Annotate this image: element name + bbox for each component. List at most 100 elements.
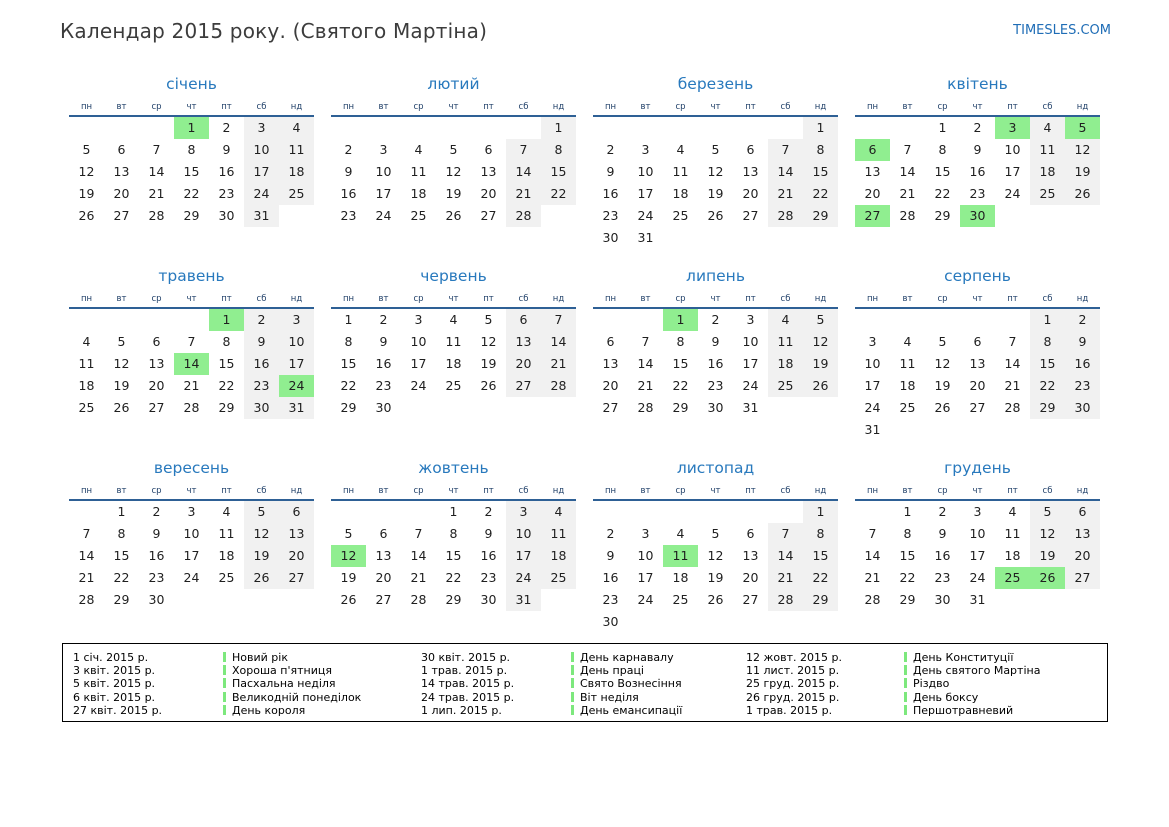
brand-link[interactable]: TIMESLES.COM (1013, 23, 1111, 38)
holiday-marker-icon (904, 704, 907, 715)
weekday-label: пт (221, 486, 232, 496)
day-cell: 9 (152, 526, 161, 541)
day-cell: 20 (969, 378, 986, 393)
empty-cell (855, 309, 890, 331)
legend-holiday-label: Різдво (913, 677, 950, 691)
day-cell: 20 (864, 186, 881, 201)
weekday-label: пн (604, 294, 617, 304)
day-cell: 26 (244, 567, 279, 589)
day-cell: 21 (768, 183, 803, 205)
legend-date: 25 груд. 2015 р. (746, 677, 840, 691)
day-cell: 23 (218, 186, 235, 201)
day-cell: 15 (340, 356, 357, 371)
weekday-label: вт (116, 486, 127, 496)
day-cell: 10 (279, 331, 314, 353)
day-cell: 5 (711, 142, 720, 157)
day-cell: 30 (218, 208, 235, 223)
day-cell: 8 (1030, 331, 1065, 353)
day-cell: 16 (375, 356, 392, 371)
weekday-label: нд (290, 102, 303, 112)
day-cell: 21 (183, 378, 200, 393)
day-cell: 17 (864, 378, 881, 393)
month-2: лютий пн вт ср чт пт сб нд 1 2 3 4 5 6 7 8 9 10 11 12 13 14 15… (331, 75, 576, 227)
day-cell: 4 (541, 501, 576, 523)
month-10: жовтень пн вт ср чт пт сб нд 1 2 3 4 5 6 7 8 9 10 11 12 13 14… (331, 459, 576, 611)
day-cell: 3 (279, 309, 314, 331)
day-cell: 3 (746, 312, 755, 327)
empty-cell (69, 117, 104, 139)
week-row: 24 25 26 27 28 29 30 (855, 397, 1100, 419)
day-cell: 31 (864, 422, 881, 437)
day-cell: 3 (187, 504, 196, 519)
empty-cell (663, 227, 698, 249)
day-cell: 14 (1004, 356, 1021, 371)
day-cell: 23 (480, 570, 497, 585)
week-row: 23 24 25 26 27 28 29 (593, 205, 838, 227)
week-row: 1 (593, 117, 838, 139)
weekday-label: ср (413, 294, 424, 304)
weekday-label: сб (780, 102, 791, 112)
month-title: листопад (676, 459, 755, 477)
day-cell: 1 (1030, 309, 1065, 331)
weekday-label: пт (221, 102, 232, 112)
day-cell: 5 (1065, 117, 1100, 139)
day-cell: 12 (244, 523, 279, 545)
day-cell: 9 (973, 142, 982, 157)
week-row: 26 27 28 29 30 31 (69, 205, 314, 227)
day-cell: 27 (279, 567, 314, 589)
day-cell: 28 (1004, 400, 1021, 415)
day-cell: 13 (506, 331, 541, 353)
day-cell: 19 (1030, 545, 1065, 567)
week-row: 13 14 15 16 17 18 19 (593, 353, 838, 375)
legend-holiday-name: День боксу (904, 691, 1107, 704)
day-cell: 29 (445, 592, 462, 607)
day-cell: 19 (480, 356, 497, 371)
weekday-header-row: пн вт ср чт пт сб нд (331, 486, 576, 501)
holiday-marker-icon (904, 652, 907, 662)
day-cell: 18 (768, 353, 803, 375)
day-cell: 1 (541, 117, 576, 139)
day-cell: 3 (506, 501, 541, 523)
weekday-label: ср (151, 294, 162, 304)
day-cell: 4 (903, 334, 912, 349)
day-cell: 29 (113, 592, 130, 607)
weekday-label: пт (745, 102, 756, 112)
legend-holiday-name: Пасхальна неділя (223, 677, 421, 690)
day-cell: 1 (803, 117, 838, 139)
empty-cell (768, 227, 803, 249)
week-row: 21 22 23 24 25 26 27 (855, 567, 1100, 589)
day-cell: 10 (1004, 142, 1021, 157)
week-row: 7 8 9 10 11 12 13 (855, 523, 1100, 545)
day-cell: 27 (602, 400, 619, 415)
day-cell: 18 (279, 161, 314, 183)
day-cell: 26 (78, 208, 95, 223)
empty-cell (593, 117, 628, 139)
week-row: 19 20 21 22 23 24 25 (69, 183, 314, 205)
empty-cell (925, 309, 960, 331)
holiday-marker-icon (223, 665, 226, 676)
day-cell: 11 (541, 523, 576, 545)
day-cell: 7 (152, 142, 161, 157)
weekday-label: сб (256, 294, 267, 304)
legend-date: 11 лист. 2015 р. (746, 664, 840, 678)
weekday-label: нд (814, 102, 827, 112)
day-cell: 12 (1065, 139, 1100, 161)
week-row: 9 10 11 12 13 14 15 (593, 545, 838, 567)
weekday-header-row: пн вт ср чт пт сб нд (331, 294, 576, 309)
weekday-label: нд (290, 294, 303, 304)
day-cell: 13 (279, 523, 314, 545)
day-cell: 12 (331, 545, 366, 567)
day-cell: 26 (803, 375, 838, 397)
empty-cell (803, 611, 838, 633)
holiday-marker-icon (571, 652, 574, 662)
week-row: 26 27 28 29 30 31 (331, 589, 576, 611)
weekday-label: пн (80, 486, 93, 496)
weekday-label: пт (745, 486, 756, 496)
week-row: 11 12 13 14 15 16 17 (69, 353, 314, 375)
empty-cell (698, 501, 733, 523)
day-cell: 16 (148, 548, 165, 563)
weekday-label: чт (448, 486, 459, 496)
day-cell: 5 (82, 142, 91, 157)
